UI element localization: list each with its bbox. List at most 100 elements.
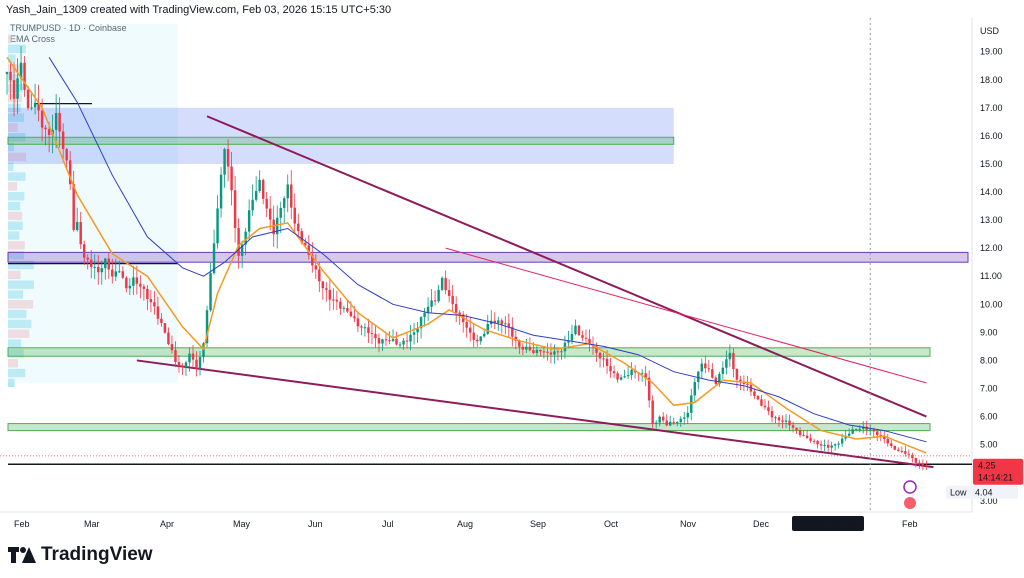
candle-body <box>37 102 40 111</box>
candle-body <box>602 358 605 360</box>
price-tick-label: 7.00 <box>980 384 998 394</box>
candle-body <box>577 325 581 336</box>
candle-body <box>342 307 346 309</box>
candle-body <box>921 464 925 466</box>
candle-body <box>304 242 307 246</box>
time-tick-label: Apr <box>160 519 174 529</box>
candle-body <box>661 416 665 421</box>
candle-body <box>370 333 374 335</box>
time-tick-label: Nov <box>680 519 697 529</box>
candle-body <box>384 339 388 341</box>
candle-body <box>753 391 756 396</box>
volume-profile-bar <box>8 54 16 63</box>
candle-body <box>918 462 921 465</box>
candle-body <box>588 338 591 345</box>
candle-body <box>300 231 304 243</box>
candle-body <box>686 412 689 418</box>
candle-body <box>802 435 805 437</box>
candle-body <box>191 353 195 360</box>
volume-profile-bar <box>8 44 26 54</box>
ema-slow-line <box>48 57 927 443</box>
candle-body <box>121 271 125 278</box>
candle-body <box>54 112 58 130</box>
candle-body <box>68 160 72 185</box>
candle-body <box>665 420 668 426</box>
volume-profile-bar <box>8 221 23 230</box>
candle-body <box>518 340 521 347</box>
candle-body <box>897 449 900 451</box>
volume-profile-bar <box>8 290 24 299</box>
candle-body <box>623 376 626 378</box>
candle-body <box>61 131 65 150</box>
candle-body <box>268 208 272 220</box>
candle-body <box>188 353 191 363</box>
last-price-value: 4.25 <box>978 461 996 471</box>
candle-body <box>174 350 177 362</box>
candle-body <box>349 311 353 317</box>
candle-body <box>30 107 33 109</box>
candle-body <box>847 433 851 436</box>
candle-body <box>398 344 402 346</box>
candle-body <box>275 217 279 235</box>
candle-body <box>433 300 437 302</box>
candle-body <box>454 304 458 313</box>
candle-body <box>149 299 153 303</box>
candle-body <box>581 335 584 338</box>
candle-body <box>788 420 791 426</box>
candle-body <box>293 207 296 224</box>
candle-body <box>170 344 174 351</box>
low-value: 4.04 <box>975 488 993 498</box>
candle-body <box>528 346 532 351</box>
candle-body <box>549 352 553 355</box>
candle-body <box>883 435 886 440</box>
volume-profile-bar <box>8 182 18 191</box>
candle-body <box>525 346 528 350</box>
candle-body <box>479 336 482 342</box>
candle-body <box>402 340 405 345</box>
time-tick-label: Mar <box>84 519 100 529</box>
candle-body <box>704 363 707 369</box>
candle-body <box>58 112 61 132</box>
candle-body <box>125 277 128 289</box>
candle-body <box>756 395 760 400</box>
volume-profile-bar <box>8 339 22 348</box>
candle-body <box>654 422 658 424</box>
candle-body <box>640 373 644 375</box>
candle-body <box>311 254 314 266</box>
candle-body <box>325 288 328 290</box>
candle-body <box>539 349 542 352</box>
candle-body <box>584 337 588 339</box>
candle-body <box>346 307 349 312</box>
candle-body <box>500 320 504 325</box>
candle-body <box>367 327 370 334</box>
candle-body <box>139 283 142 287</box>
price-tick-label: 16.00 <box>980 131 1003 141</box>
candle-body <box>630 369 633 376</box>
candle-body <box>890 443 893 446</box>
candle-body <box>925 465 928 467</box>
candle-body <box>907 453 911 455</box>
candle-body <box>616 373 619 380</box>
candle-body <box>854 428 858 430</box>
volume-profile-bar <box>8 172 26 181</box>
candle-body <box>405 340 409 342</box>
candle-body <box>237 228 240 256</box>
candle-body <box>570 334 574 341</box>
candle-body <box>609 366 612 372</box>
candle-body <box>651 400 654 424</box>
candle-body <box>233 190 237 229</box>
candle-body <box>177 361 181 367</box>
candle-body <box>163 323 167 333</box>
price-tick-label: 14.00 <box>980 187 1003 197</box>
price-tick-label: 19.00 <box>980 47 1003 57</box>
candle-body <box>904 451 907 454</box>
candle-body <box>135 277 139 284</box>
candle-body <box>212 243 216 274</box>
ema-fast-line <box>6 56 927 454</box>
candle-body <box>132 277 135 286</box>
candle-body <box>567 340 570 343</box>
candle-body <box>861 426 865 429</box>
volume-profile-bar <box>8 142 15 152</box>
chart-legend: TRUMPUSD · 1D · Coinbase EMA Cross <box>10 23 127 45</box>
